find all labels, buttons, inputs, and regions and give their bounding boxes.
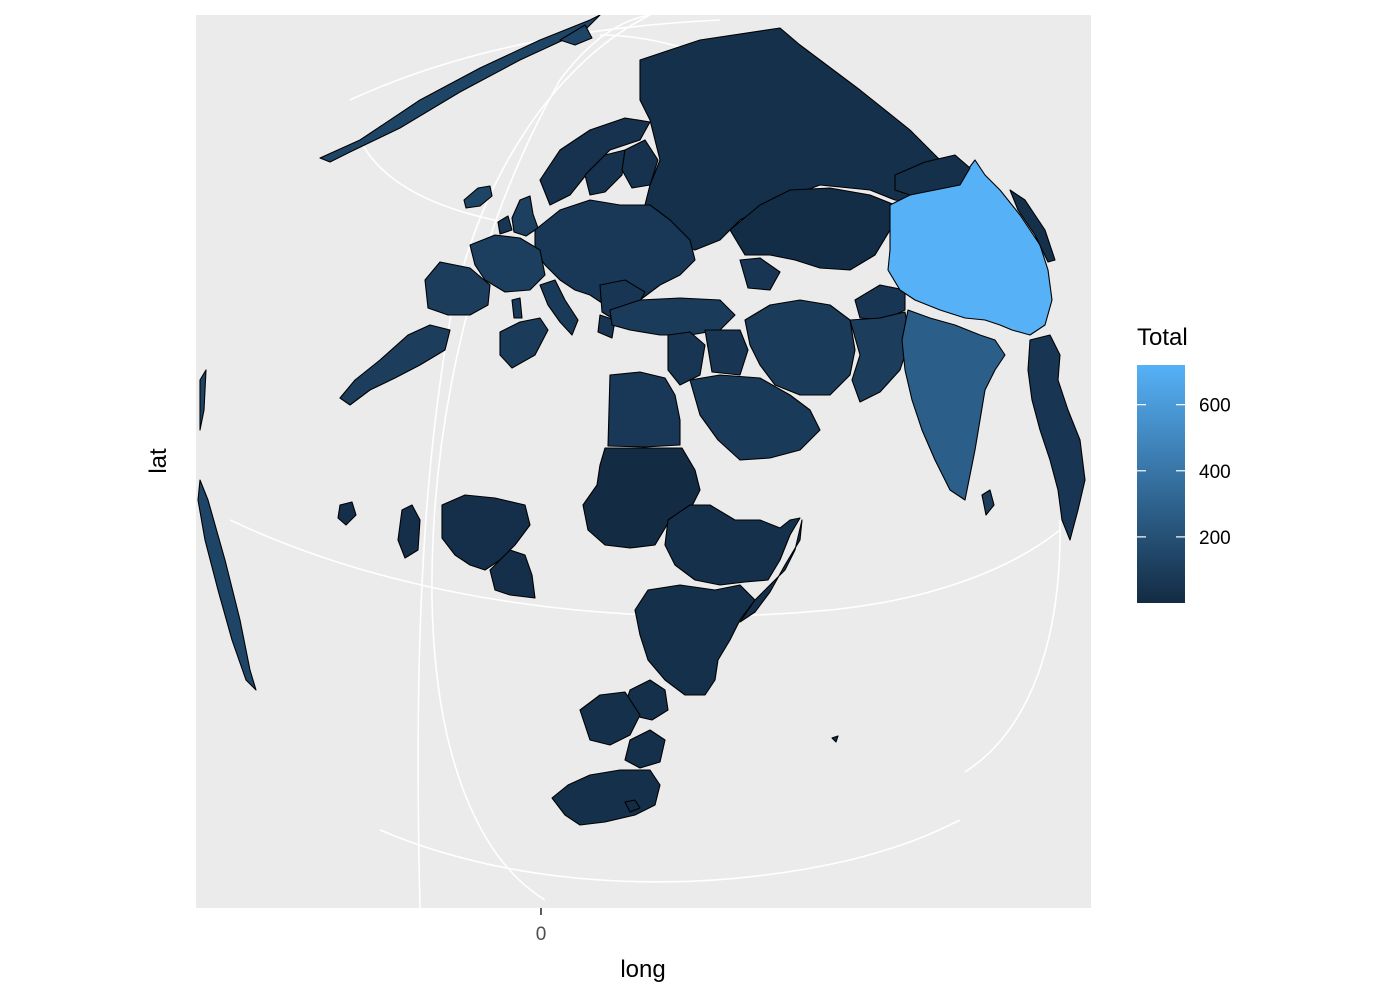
country-algeria-tunisia <box>499 317 549 369</box>
x-tick-label: 0 <box>536 924 547 945</box>
graticule-line <box>379 819 961 883</box>
graticule-line <box>431 15 651 901</box>
legend-tick-label: 400 <box>1199 462 1231 483</box>
country-egypt <box>607 371 681 448</box>
graticule-line <box>359 139 521 226</box>
country-arctic-island <box>559 24 593 46</box>
country-afghanistan <box>854 284 906 321</box>
country-sweden <box>584 149 626 196</box>
country-italy <box>539 279 579 336</box>
country-levant <box>667 331 706 386</box>
country-france <box>469 234 546 293</box>
country-caucasus <box>739 257 781 291</box>
country-iraq <box>704 329 749 376</box>
country-lesotho <box>624 799 641 813</box>
country-mozambique-zimbabwe <box>624 729 666 769</box>
country-norway <box>539 117 651 206</box>
country-morocco <box>339 324 451 406</box>
country-india <box>901 309 1006 501</box>
country-iran <box>744 299 856 396</box>
graticule-line <box>417 15 651 908</box>
country-saudi-arabia <box>689 374 821 461</box>
country-spain <box>424 261 491 316</box>
country-polygons <box>197 15 1086 826</box>
country-pakistan <box>849 311 911 403</box>
country-americas-sliver <box>199 369 207 431</box>
legend: Total 200 400 600 <box>1137 324 1231 603</box>
country-kenya-tanzania <box>634 584 756 696</box>
country-greece <box>597 314 616 339</box>
country-angola-region <box>579 691 641 746</box>
country-mongolia <box>894 154 971 196</box>
country-ethiopia <box>664 504 801 586</box>
country-greenland <box>319 15 601 163</box>
legend-title: Total <box>1137 324 1188 351</box>
country-uk <box>511 195 539 237</box>
country-americas-fragment <box>197 479 257 691</box>
country-small-island <box>831 735 839 743</box>
country-west-africa-1 <box>397 504 421 559</box>
country-somalia <box>739 519 803 623</box>
country-sardinia <box>511 297 523 319</box>
country-cameroon <box>489 549 536 599</box>
country-europe-central <box>534 199 696 313</box>
country-ireland <box>497 215 513 235</box>
country-sudan <box>582 447 701 549</box>
legend-tick-label: 200 <box>1199 528 1231 549</box>
legend-ticks: 200 400 600 <box>1137 396 1231 549</box>
legend-tick-label: 600 <box>1199 396 1231 417</box>
country-sri-lanka <box>981 489 995 516</box>
country-china <box>887 159 1053 336</box>
graticule-line <box>964 519 1061 773</box>
country-liberia-region <box>337 501 357 526</box>
country-southeast-asia <box>1027 334 1086 541</box>
country-japan-fragment <box>1009 189 1056 263</box>
country-iceland <box>463 185 493 209</box>
x-axis-title: long <box>620 956 665 983</box>
country-kazakhstan <box>729 187 896 271</box>
legend-colorbar <box>1137 365 1185 603</box>
y-axis-title: lat <box>145 448 172 474</box>
